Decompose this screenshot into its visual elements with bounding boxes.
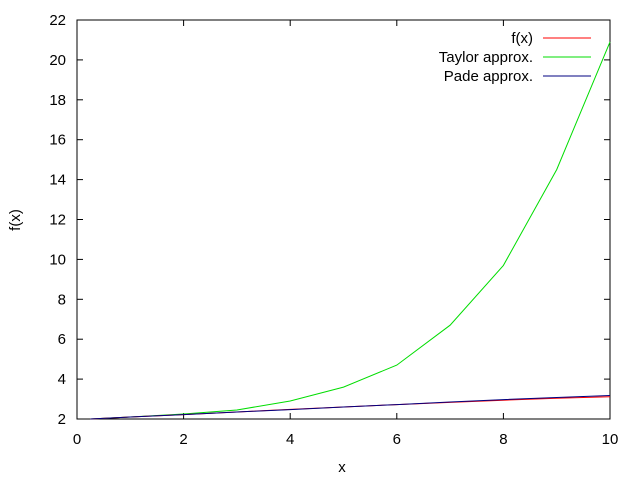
legend: f(x) Taylor approx. Pade approx.: [439, 30, 591, 85]
y-tick-label: 20: [49, 52, 66, 69]
x-axis-label: x: [338, 459, 346, 476]
y-tick-label: 12: [49, 212, 66, 229]
x-tick-label: 4: [286, 431, 294, 448]
y-tick-label: 14: [49, 172, 66, 189]
y-axis-label: f(x): [7, 209, 24, 231]
x-tick-label: 10: [602, 431, 619, 448]
series-lines: [90, 41, 611, 420]
legend-label: f(x): [511, 30, 533, 47]
x-tick-label: 8: [499, 431, 507, 448]
y-tick-label: 10: [49, 251, 66, 268]
x-tick-label: 0: [73, 431, 81, 448]
x-tick-label: 2: [179, 431, 187, 448]
legend-label: Taylor approx.: [439, 49, 533, 66]
legend-label: Pade approx.: [444, 68, 533, 85]
y-tick-label: 22: [49, 12, 66, 29]
y-tick-label: 8: [58, 291, 66, 308]
series-line-1: [90, 41, 611, 420]
x-tick-label: 6: [393, 431, 401, 448]
y-tick-label: 6: [58, 331, 66, 348]
y-tick-label: 2: [58, 411, 66, 428]
y-tick-label: 4: [58, 371, 66, 388]
y-tick-label: 18: [49, 92, 66, 109]
series-line-2: [90, 395, 611, 420]
y-tick-label: 16: [49, 132, 66, 149]
